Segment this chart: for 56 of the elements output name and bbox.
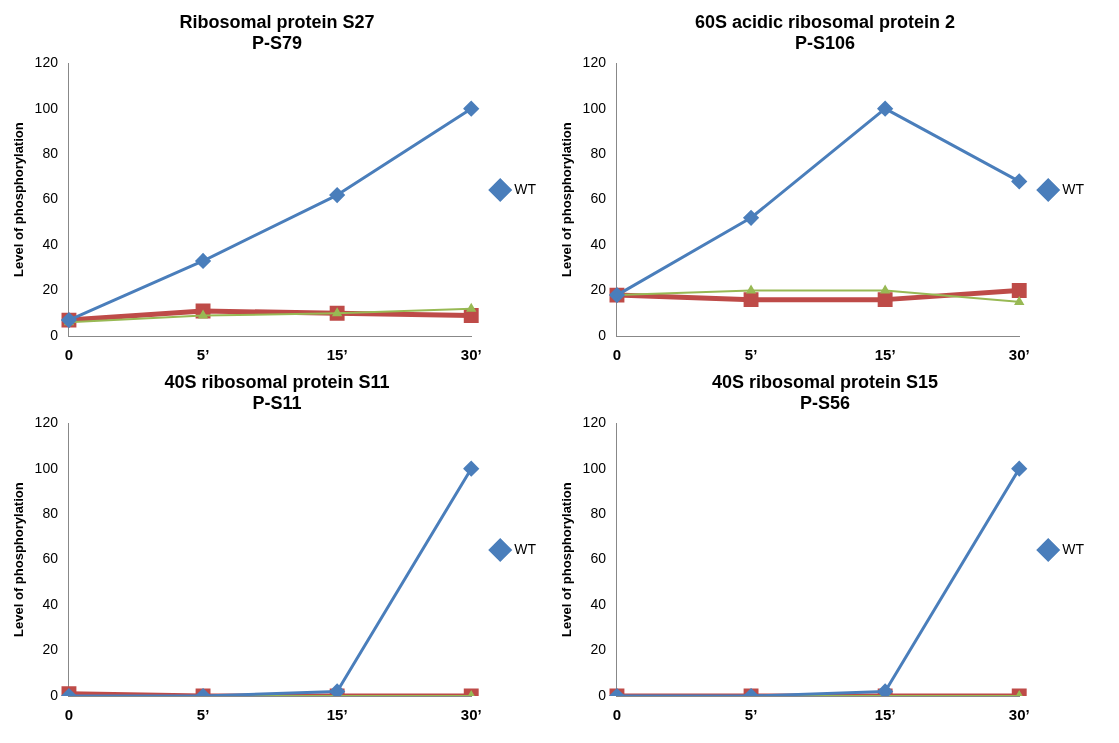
y-tick-label: 0	[598, 326, 607, 343]
y-tick-label: 100	[34, 99, 59, 116]
y-tick-label: 100	[34, 459, 59, 476]
legend-label: WT	[1062, 540, 1085, 557]
x-tick-label: 30’	[460, 346, 482, 364]
y-tick-label: 100	[582, 99, 607, 116]
y-tick-label: 120	[34, 414, 59, 431]
chart-title: 60S acidic ribosomal protein 2 P-S106	[694, 11, 956, 54]
x-tick-label: 0	[64, 346, 74, 364]
y-axis-title: Level of phosphorylation	[559, 482, 575, 637]
x-tick-label: 0	[612, 346, 622, 364]
y-tick-label: 0	[50, 326, 59, 343]
y-tick-label: 40	[590, 235, 607, 252]
legend-label: WT	[514, 180, 537, 197]
y-tick-label: 80	[590, 144, 607, 161]
x-tick-label: 15’	[326, 346, 348, 364]
x-tick-label: 15’	[874, 706, 896, 724]
y-tick-label: 40	[42, 595, 59, 612]
x-tick-label: 5’	[744, 706, 758, 724]
y-tick-label: 20	[590, 281, 607, 298]
y-tick-label: 20	[590, 641, 607, 658]
y-tick-label: 0	[50, 686, 59, 703]
y-tick-label: 40	[42, 235, 59, 252]
x-tick-label: 5’	[196, 706, 210, 724]
y-tick-label: 60	[42, 190, 59, 207]
x-tick-label: 0	[64, 706, 74, 724]
y-tick-label: 60	[590, 550, 607, 567]
y-axis-title: Level of phosphorylation	[11, 482, 27, 637]
chart-title: 40S ribosomal protein S15 P-S56	[711, 371, 939, 414]
y-tick-label: 40	[590, 595, 607, 612]
x-tick-label: 15’	[326, 706, 348, 724]
y-tick-label: 60	[590, 190, 607, 207]
y-tick-label: 80	[42, 504, 59, 521]
y-tick-label: 0	[598, 686, 607, 703]
x-tick-label: 5’	[196, 346, 210, 364]
x-tick-label: 0	[612, 706, 622, 724]
x-tick-label: 15’	[874, 346, 896, 364]
legend-label: WT	[514, 540, 537, 557]
y-tick-label: 80	[42, 144, 59, 161]
y-axis-title: Level of phosphorylation	[11, 122, 27, 277]
chart-title: Ribosomal protein S27 P-S79	[179, 11, 375, 54]
y-tick-label: 120	[582, 54, 607, 71]
chart-title: 40S ribosomal protein S11 P-S11	[164, 371, 390, 414]
y-tick-label: 120	[34, 54, 59, 71]
y-tick-label: 100	[582, 459, 607, 476]
y-tick-label: 60	[42, 550, 59, 567]
x-tick-label: 30’	[1008, 346, 1030, 364]
y-tick-label: 20	[42, 641, 59, 658]
y-axis-title: Level of phosphorylation	[559, 122, 575, 277]
x-tick-label: 30’	[460, 706, 482, 724]
legend-label: WT	[1062, 180, 1085, 197]
x-tick-label: 5’	[744, 346, 758, 364]
y-tick-label: 80	[590, 504, 607, 521]
y-tick-label: 20	[42, 281, 59, 298]
x-tick-label: 30’	[1008, 706, 1030, 724]
y-tick-label: 120	[582, 414, 607, 431]
